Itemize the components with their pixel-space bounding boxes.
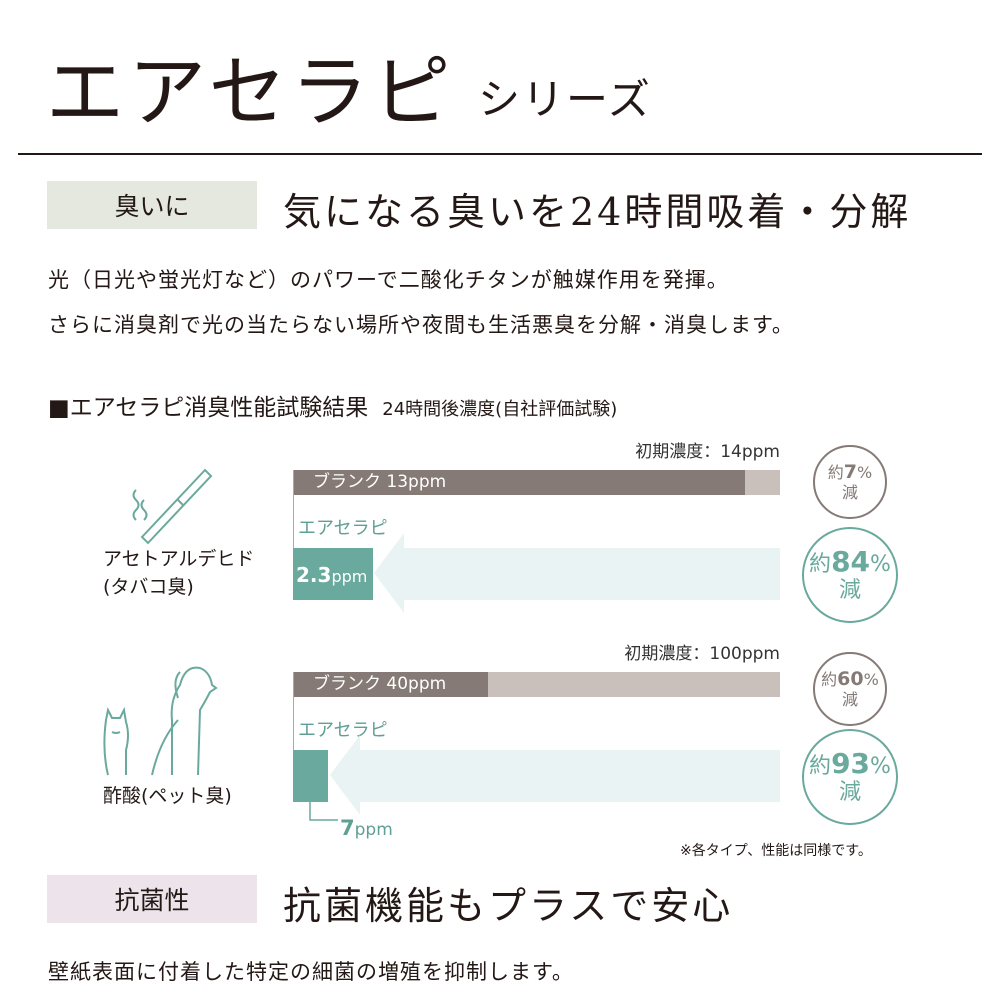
axis-line xyxy=(293,470,294,600)
footnote: ※各タイプ、性能は同様です。 xyxy=(680,843,872,859)
chem-sub: (タバコ臭) xyxy=(103,576,194,598)
chem-name: 酢酸 xyxy=(103,785,142,807)
product-reduction-badge: 約93% 減 xyxy=(802,729,898,825)
blank-bar-fill: ブランク 13ppm xyxy=(293,470,746,495)
blank-reduction-badge: 約60% 減 xyxy=(813,652,887,726)
product-label: エアセラピ xyxy=(298,518,388,539)
chem-acetic-acid: 酢酸(ペット臭) xyxy=(103,782,232,810)
product-label: エアセラピ xyxy=(298,720,388,741)
blank-reduction-badge: 約7% 減 xyxy=(813,445,887,519)
dog-cat-icon xyxy=(103,666,218,776)
initial-concentration: 初期濃度：100ppm xyxy=(624,644,780,664)
test-subtitle: 24時間後濃度(自社評価試験) xyxy=(382,399,618,420)
product-value: 7ppm xyxy=(340,816,393,840)
page-title: エアセラピ xyxy=(46,48,455,138)
antibac-tag: 抗菌性 xyxy=(47,875,257,923)
product-bar: 2.3ppm xyxy=(293,548,373,600)
test-title: ■エアセラピ消臭性能試験結果 xyxy=(48,395,369,421)
initial-concentration: 初期濃度：14ppm xyxy=(635,442,780,462)
antibac-heading: 抗菌機能もプラスで安心 xyxy=(283,884,734,928)
blank-bar: ブランク 40ppm xyxy=(293,672,780,697)
odor-heading: 気になる臭いを24時間吸着・分解 xyxy=(283,190,912,234)
cigarette-icon xyxy=(132,468,213,545)
axis-line xyxy=(293,672,294,802)
test-section-title: ■エアセラピ消臭性能試験結果 24時間後濃度(自社評価試験) xyxy=(48,388,617,422)
odor-body-line-2: さらに消臭剤で光の当たらない場所や夜間も生活悪臭を分解・消臭します。 xyxy=(48,313,794,337)
reduction-arrow xyxy=(330,735,780,815)
product-value: 2.3ppm xyxy=(296,563,368,587)
odor-body-line-1: 光（日光や蛍光灯など）のパワーで二酸化チタンが触媒作用を発揮。 xyxy=(48,268,729,292)
blank-bar-fill: ブランク 40ppm xyxy=(293,672,488,697)
title-divider xyxy=(18,153,982,155)
blank-bar: ブランク 13ppm xyxy=(293,470,780,495)
page-subtitle: シリーズ xyxy=(478,75,652,124)
leader-line xyxy=(309,780,338,821)
chem-acetaldehyde: アセトアルデヒド (タバコ臭) xyxy=(103,545,254,601)
product-reduction-badge: 約84% 減 xyxy=(802,527,898,623)
odor-tag: 臭いに xyxy=(47,181,257,229)
reduction-arrow xyxy=(374,533,780,613)
chem-sub: (ペット臭) xyxy=(141,785,232,807)
chem-name: アセトアルデヒド xyxy=(103,548,255,570)
antibac-body: 壁紙表面に付着した特定の細菌の増殖を抑制します。 xyxy=(48,960,574,984)
